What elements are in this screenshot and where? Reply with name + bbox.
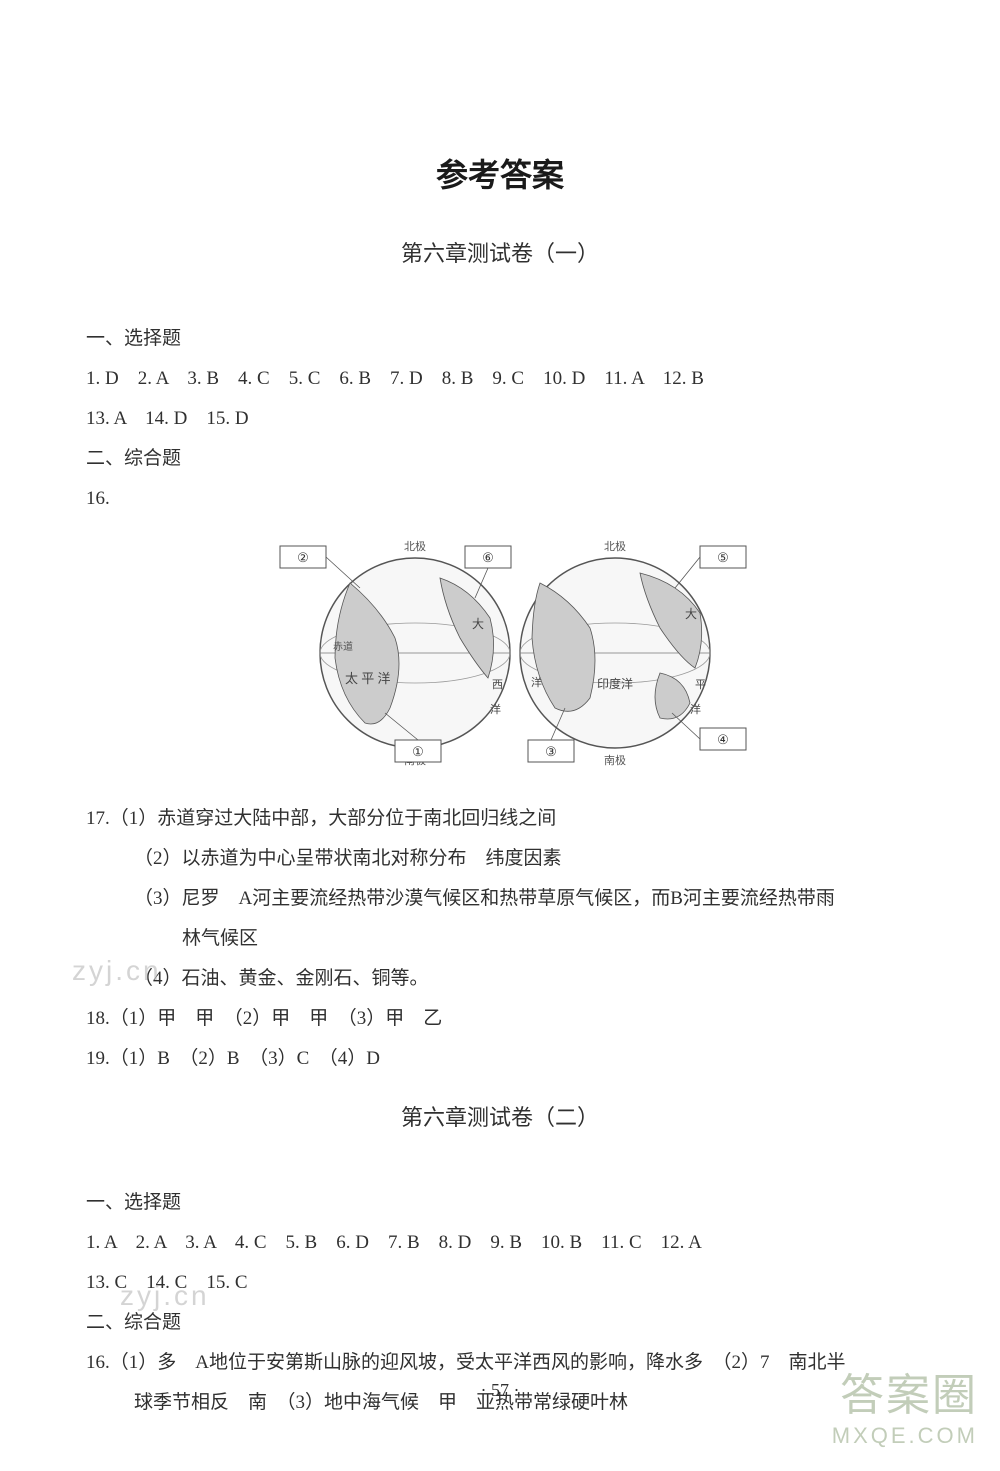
label-cont2: 大 (685, 607, 697, 621)
box-3: ③ (545, 744, 557, 759)
label-pacific: 太 平 洋 (345, 671, 391, 686)
t2-section2-header: 二、综合题 (86, 1304, 914, 1342)
q17-1: 17.（1）赤道穿过大陆中部，大部分位于南北回归线之间 (86, 800, 914, 838)
label-cont: 大 (472, 617, 484, 631)
label-north: 北极 (404, 539, 426, 553)
q19: 19.（1）B （2）B （3）C （4）D (86, 1040, 914, 1078)
box-1: ① (412, 744, 424, 759)
t2-mc-line1: 1. A 2. A 3. A 4. C 5. B 6. D 7. B 8. D … (86, 1224, 914, 1262)
label-south2: 南极 (604, 753, 626, 767)
test2-title: 第六章测试卷（二） (86, 1100, 914, 1132)
test1-title: 第六章测试卷（一） (86, 236, 914, 268)
t2-section1-header: 一、选择题 (86, 1184, 914, 1222)
test1-content: 一、选择题 1. D 2. A 3. B 4. C 5. C 6. B 7. D… (86, 320, 914, 1078)
q17-3b: 林气候区 (86, 920, 914, 958)
q17-3: （3）尼罗 A河主要流经热带沙漠气候区和热带草原气候区，而B河主要流经热带雨 (86, 880, 914, 918)
q17-4: （4）石油、黄金、金刚石、铜等。 (86, 960, 914, 998)
box-4: ④ (717, 732, 729, 747)
box-2: ② (297, 550, 309, 565)
q16-label: 16. (86, 480, 914, 518)
label-pac2a: 平 (695, 679, 706, 691)
section1-header: 一、选择题 (86, 320, 914, 358)
label-atlantic1: 西 (492, 679, 503, 691)
q18: 18.（1）甲 甲 （2）甲 甲 （3）甲 乙 (86, 1000, 914, 1038)
t2-q16-1: 16.（1）多 A地位于安第斯山脉的迎风坡，受太平洋西风的影响，降水多 （2）7… (86, 1344, 914, 1382)
label-equator: 赤道 (333, 640, 353, 653)
mc-answers-line2: 13. A 14. D 15. D (86, 400, 914, 438)
globe-diagram-container: 北极 南极 赤道 太 平 洋 大 西 洋 北极 南极 印度洋 (86, 528, 914, 782)
globe-diagram: 北极 南极 赤道 太 平 洋 大 西 洋 北极 南极 印度洋 (240, 528, 760, 782)
label-atl2a: 洋 (531, 675, 542, 689)
section2-header: 二、综合题 (86, 440, 914, 478)
mc-answers-line1: 1. D 2. A 3. B 4. C 5. C 6. B 7. D 8. B … (86, 360, 914, 398)
main-title: 参考答案 (86, 150, 914, 196)
page-container: 参考答案 第六章测试卷（一） 一、选择题 1. D 2. A 3. B 4. C… (0, 0, 1000, 1464)
label-pac2b: 洋 (690, 702, 701, 716)
box-5: ⑤ (717, 550, 729, 565)
box-6: ⑥ (482, 550, 494, 565)
label-north2: 北极 (604, 539, 626, 553)
label-indian: 印度洋 (597, 676, 633, 691)
label-atlantic2: 洋 (490, 702, 501, 716)
t2-mc-line2: 13. C 14. C 15. C (86, 1264, 914, 1302)
globe-map-icon: 北极 南极 赤道 太 平 洋 大 西 洋 北极 南极 印度洋 (240, 528, 760, 768)
q17-2: （2）以赤道为中心呈带状南北对称分布 纬度因素 (86, 840, 914, 878)
page-number: · 57 · (0, 1380, 1000, 1401)
